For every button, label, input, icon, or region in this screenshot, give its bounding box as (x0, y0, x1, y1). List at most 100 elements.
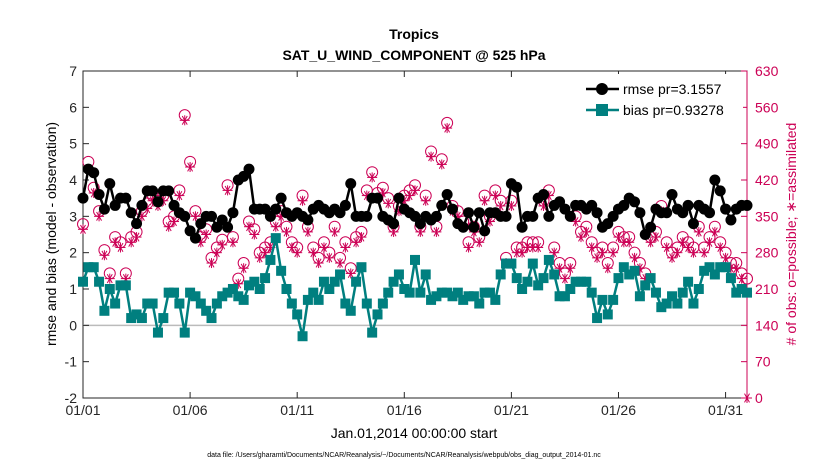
y2-tick-label: 280 (755, 245, 779, 261)
obs-assimilated-point (185, 162, 196, 173)
rmse-point (538, 189, 550, 201)
bias-point (115, 280, 126, 291)
y2-tick-label: 140 (755, 317, 779, 333)
bias-point (672, 298, 683, 309)
y-tick-label: 1 (69, 281, 77, 297)
bias-point (490, 294, 501, 305)
bias-point (163, 287, 174, 298)
bias-point (731, 287, 742, 298)
y2-tick-label: 420 (755, 172, 779, 188)
rmse-point (629, 196, 641, 208)
bias-point (318, 276, 329, 287)
bias-point (201, 305, 212, 316)
obs-assimilated-point (629, 252, 640, 263)
rmse-point (543, 210, 555, 222)
bias-point (522, 276, 533, 287)
y-tick-label: 0 (69, 317, 77, 333)
bias-point (99, 305, 110, 316)
obs-assimilated-point (677, 237, 688, 248)
left-axis-ticks: -2 -1 0 1 2 3 4 5 6 7 (65, 63, 89, 406)
bias-point (538, 273, 549, 284)
obs-assimilated-point (672, 247, 683, 258)
obs-assimilated-point (94, 211, 105, 222)
obs-assimilated-point (650, 232, 661, 243)
bias-point (211, 298, 222, 309)
obs-assimilated-point (292, 247, 303, 258)
data-file-note: data file: /Users/gharamti/Documents/NCA… (207, 452, 601, 459)
x-tick-label: 01/16 (387, 402, 422, 418)
obs-assimilated-point (110, 237, 121, 248)
bias-point (570, 276, 581, 287)
rmse-point (634, 207, 646, 219)
rmse-point (682, 199, 694, 211)
rmse-point (152, 196, 164, 208)
obs-assimilated-point (356, 232, 367, 243)
rmse-point (93, 189, 105, 201)
bias-point (222, 287, 233, 298)
bias-point (618, 262, 629, 273)
bias-point (313, 294, 324, 305)
rmse-point (227, 207, 239, 219)
bias-point (94, 276, 105, 287)
rmse-point (372, 192, 384, 204)
obs-assimilated-point (693, 226, 704, 237)
bias-point (276, 265, 287, 276)
rmse-point (179, 210, 191, 222)
rmse-point (591, 207, 603, 219)
rmse-point (270, 203, 282, 215)
bias-point (126, 313, 137, 324)
rmse-point (345, 178, 357, 190)
bias-point (506, 258, 517, 269)
bias-point (549, 269, 560, 280)
obs-assimilated-point (254, 252, 265, 263)
obs-assimilated-point (559, 273, 570, 284)
obs-assimilated-point (302, 226, 313, 237)
bias-point (533, 280, 544, 291)
rmse-point (104, 178, 116, 190)
y-tick-label: -1 (65, 354, 78, 370)
rmse-point (666, 189, 678, 201)
obs-assimilated-point (709, 226, 720, 237)
rmse-point (720, 203, 732, 215)
bias-point (463, 291, 474, 302)
rmse-point (120, 192, 132, 204)
bias-point (688, 298, 699, 309)
obs-assimilated-point (527, 242, 538, 253)
bias-point (340, 298, 351, 309)
obs-assimilated-point (249, 229, 260, 240)
y2-tick-label: 70 (755, 354, 771, 370)
obs-assimilated-point (533, 242, 544, 253)
obs-assimilated-point (618, 237, 629, 248)
bias-point (624, 269, 635, 280)
bias-point (517, 284, 528, 294)
bias-point (393, 269, 404, 280)
obs-assimilated-point (169, 216, 180, 227)
y2-tick-label: 350 (755, 208, 779, 224)
rmse-point (88, 167, 100, 179)
bias-point (249, 276, 260, 287)
obs-assimilated-point (645, 237, 656, 248)
obs-assimilated-point (270, 221, 281, 232)
bias-point (244, 280, 254, 291)
bias-point (281, 284, 292, 294)
y-tick-label: 3 (69, 208, 77, 224)
bias-point (361, 298, 372, 309)
obs-assimilated-point (699, 247, 710, 258)
bias-point (158, 313, 169, 324)
rmse-point (741, 199, 753, 211)
rmse-point (441, 189, 453, 201)
obs-assimilated-point (688, 247, 699, 258)
obs-assimilated-point (367, 172, 378, 183)
rmse-point (98, 203, 110, 215)
bias-point (420, 269, 431, 280)
obs-assimilated-point (217, 239, 228, 250)
rmse-point (463, 207, 475, 219)
bias-point (742, 287, 752, 298)
bias-point (442, 287, 453, 298)
obs-assimilated-point (463, 242, 474, 253)
bias-point (613, 273, 624, 284)
y-tick-label: 6 (69, 99, 77, 115)
obs-assimilated-point (163, 221, 174, 232)
rmse-point (302, 214, 314, 226)
